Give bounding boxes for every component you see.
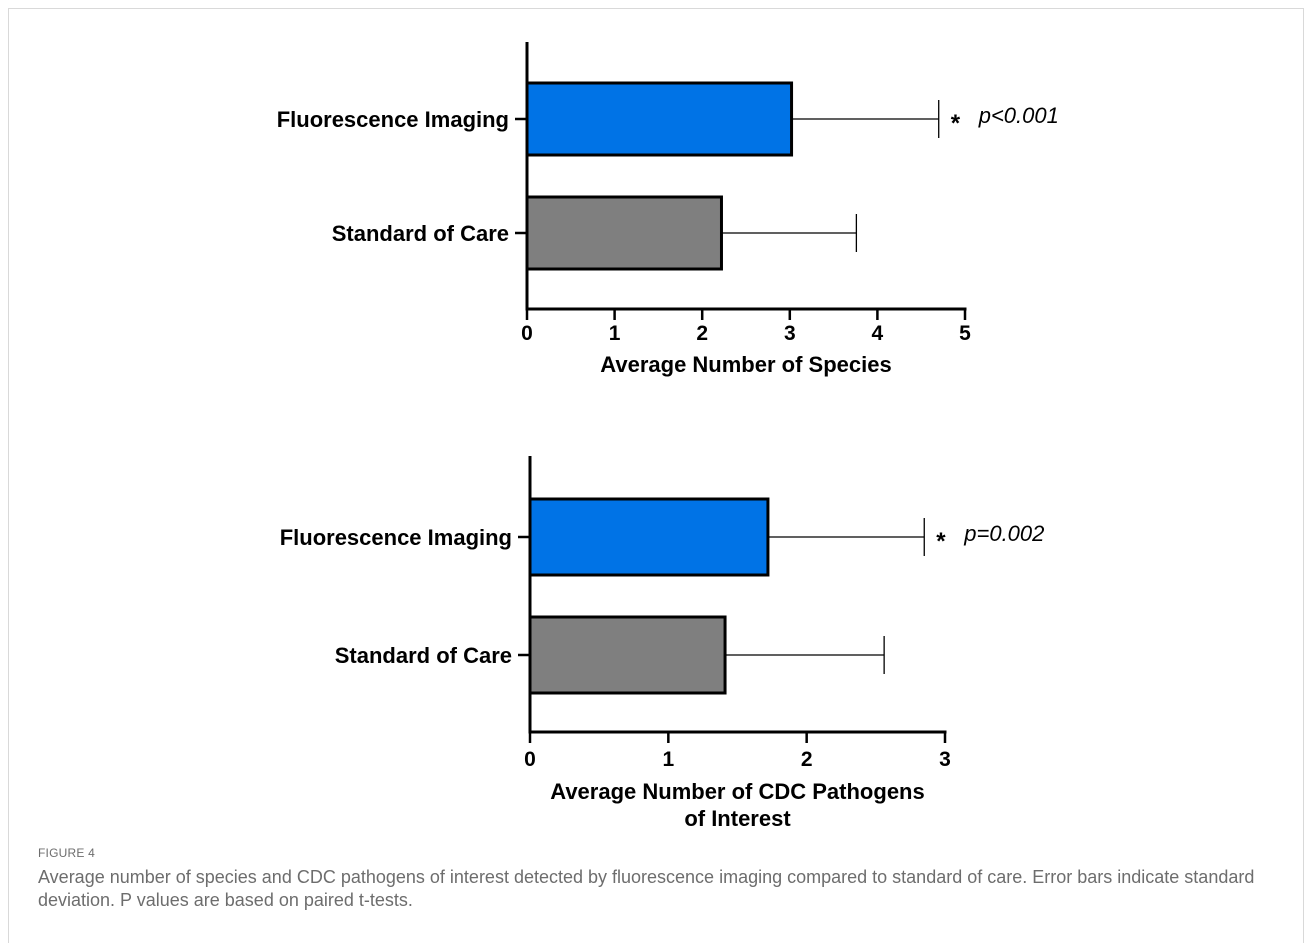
chart1-x-axis-title: Average Number of Species — [600, 352, 891, 377]
chart2-category-label-fluorescence-imaging: Fluorescence Imaging — [280, 525, 512, 550]
chart2-xtick-label-0: 0 — [524, 748, 536, 771]
chart2-x-axis-title-line-1: Average Number of CDC Pathogens — [550, 779, 924, 804]
chart2-x-axis-title: Average Number of CDC Pathogens of Intere… — [550, 779, 924, 831]
chart2-bar-fluorescence-imaging — [528, 497, 770, 577]
chart1-xtick-label-0: 0 — [521, 322, 533, 345]
figure-frame — [8, 8, 1304, 943]
figure-caption: Average number of species and CDC pathog… — [38, 867, 1255, 910]
chart1-xtick-label-5: 5 — [959, 322, 971, 345]
chart2-xtick-label-1: 1 — [662, 748, 674, 771]
chart2-xtick-label-2: 2 — [801, 748, 813, 771]
chart1-xtick-label-3: 3 — [784, 322, 796, 345]
chart1-p-value-label: p<0.001 — [978, 103, 1059, 128]
chart2-bar-standard-of-care — [528, 615, 727, 695]
chart2-x-axis-title-line-2: of Interest — [684, 806, 791, 831]
chart2-xtick-label-3: 3 — [939, 748, 951, 771]
figure-charts: Fluorescence Imaging Standard of Care 0 1 2 3… — [277, 42, 1059, 831]
chart2-p-value-label: p=0.002 — [963, 521, 1044, 546]
chart1-xtick-label-2: 2 — [696, 322, 708, 345]
chart1-bar-fluorescence-imaging — [525, 81, 794, 157]
chart2-significance-marker: * — [936, 528, 946, 555]
chart1-bar-standard-of-care — [525, 195, 723, 271]
chart1-significance-marker: * — [951, 110, 961, 137]
figure-label: FIGURE 4 — [38, 846, 95, 860]
chart1-xtick-label-4: 4 — [872, 322, 884, 345]
chart1-category-label-standard-of-care: Standard of Care — [332, 221, 509, 246]
chart1-category-label-fluorescence-imaging: Fluorescence Imaging — [277, 107, 509, 132]
chart1-xtick-label-1: 1 — [609, 322, 621, 345]
chart2-category-label-standard-of-care: Standard of Care — [335, 643, 512, 668]
